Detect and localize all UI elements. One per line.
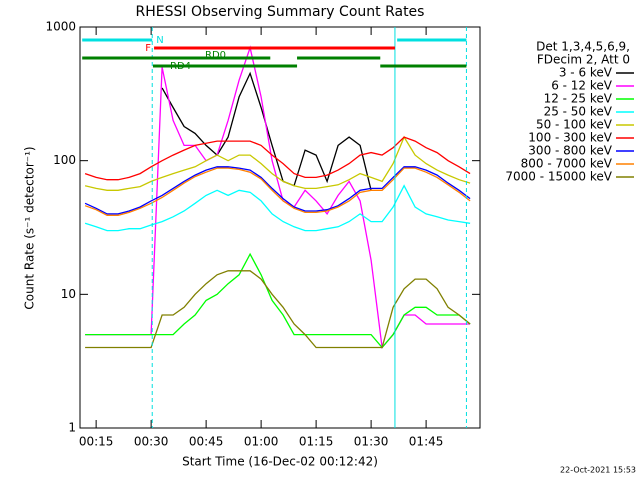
x-tick-label: 00:15 <box>79 435 114 449</box>
legend-label: 300 - 800 keV <box>528 144 612 158</box>
y-tick-label: 10 <box>61 287 76 301</box>
footer-date: 22-Oct-2021 15:53 <box>560 466 636 475</box>
plot-frame <box>79 26 481 429</box>
flag-label: RD4 <box>170 61 191 72</box>
y-tick-label: 1 <box>68 421 76 435</box>
flag-label: N <box>156 35 163 46</box>
legend-label: 800 - 7000 keV <box>521 157 613 171</box>
series-line <box>84 184 471 232</box>
legend-label: 50 - 100 keV <box>536 118 613 132</box>
x-tick-label: 00:30 <box>134 435 169 449</box>
x-tick-label: 01:00 <box>244 435 279 449</box>
flag-label: RD0 <box>205 50 226 61</box>
legend-label: 100 - 300 keV <box>528 131 612 145</box>
x-tick-label: 01:15 <box>299 435 334 449</box>
legend-label: 7000 - 15000 keV <box>505 170 612 184</box>
flag-label: F <box>145 43 151 54</box>
series-line <box>84 136 471 181</box>
legend-label: 12 - 25 keV <box>544 92 613 106</box>
legend-title: Det 1,3,4,5,6,9, <box>536 40 630 54</box>
x-axis-title: Start Time (16-Dec-02 00:12:42) <box>182 455 378 469</box>
y-axis-title: Count Rate (s⁻¹ detector⁻¹) <box>23 146 37 309</box>
series-line <box>84 166 471 215</box>
y-tick-label: 1000 <box>45 20 76 34</box>
y-tick-label: 100 <box>53 153 76 167</box>
x-tick-label: 01:45 <box>409 435 444 449</box>
legend-label: 25 - 50 keV <box>544 105 613 119</box>
legend-label: 6 - 12 keV <box>551 79 613 93</box>
legend-title: FDecim 2, Att 0 <box>537 53 630 67</box>
chart-title: RHESSI Observing Summary Count Rates <box>136 4 425 20</box>
series-line <box>85 270 471 349</box>
series-line <box>84 167 471 216</box>
legend-label: 3 - 6 keV <box>559 66 613 80</box>
x-tick-label: 00:45 <box>189 435 224 449</box>
series-line <box>84 135 471 191</box>
x-tick-label: 01:30 <box>354 435 389 449</box>
series-line <box>85 252 471 349</box>
